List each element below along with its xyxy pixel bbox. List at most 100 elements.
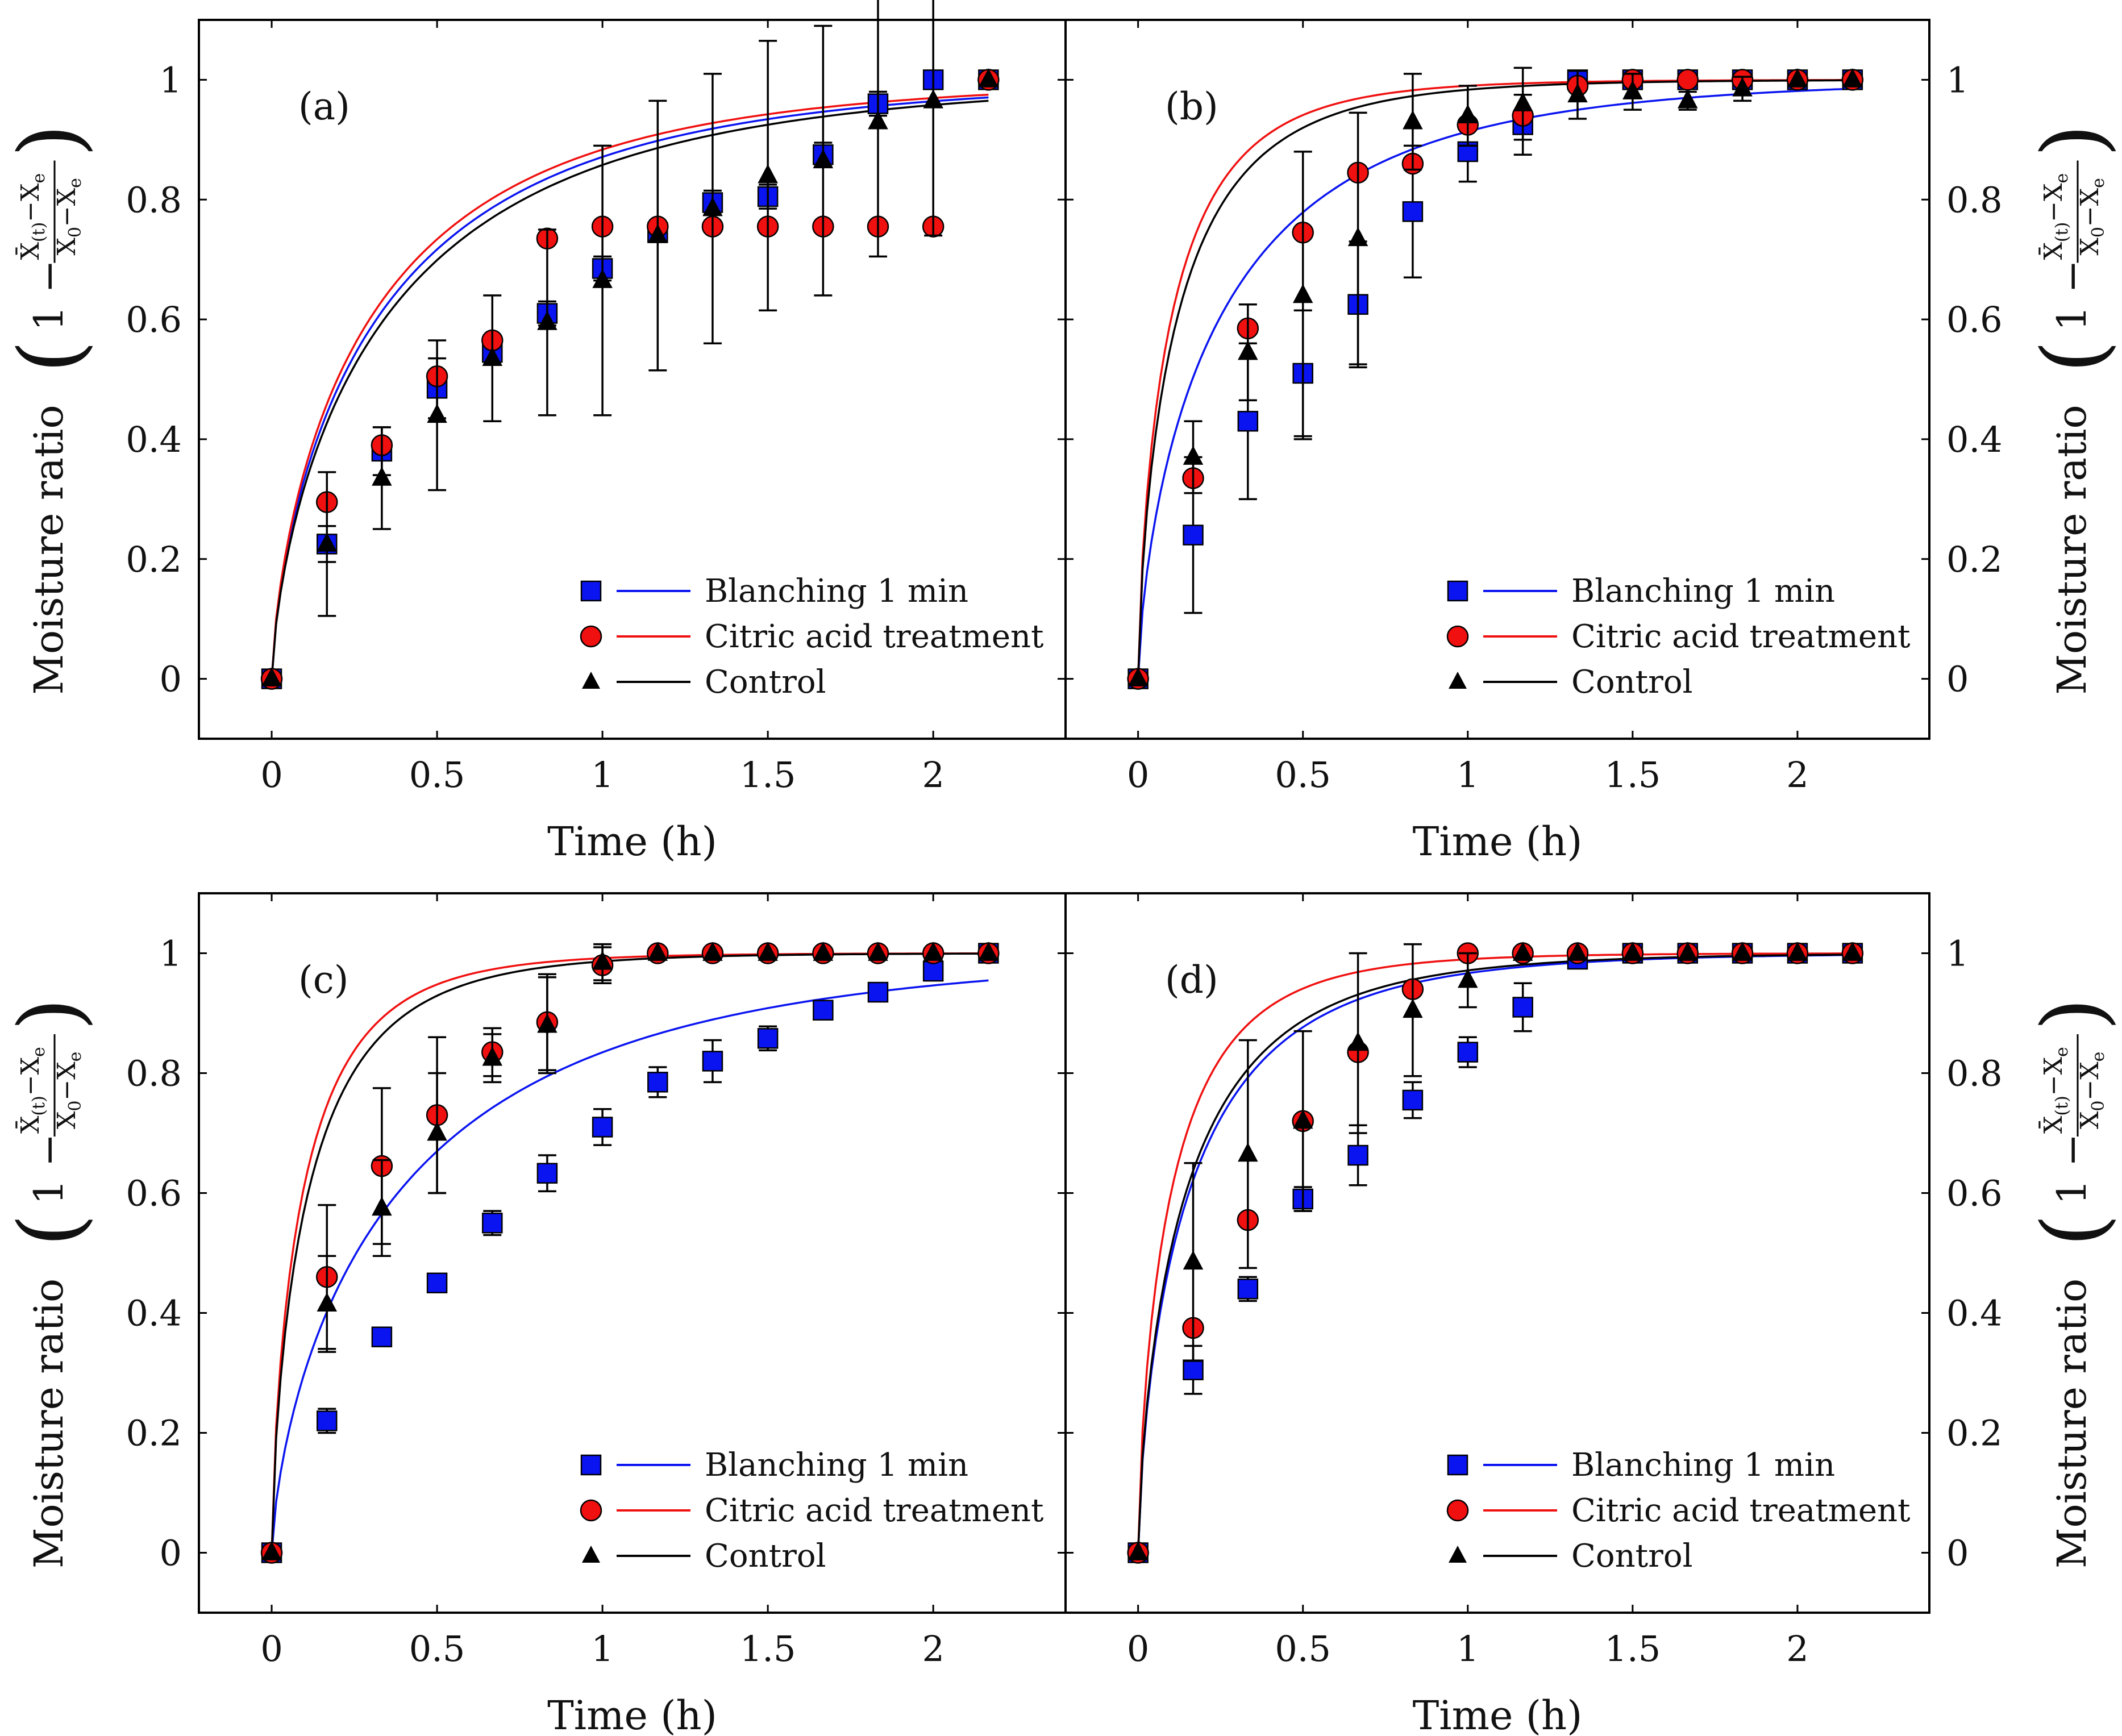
legend-marker-circle [1446, 625, 1469, 648]
y-tick-label: 0.8 [126, 179, 182, 220]
x-tick-label: 0 [1127, 1628, 1149, 1670]
data-point-square [1347, 1144, 1368, 1166]
formula-denominator-part: −X [52, 188, 81, 227]
y-tick-label: 0.6 [126, 1173, 182, 1214]
formula-numerator-part: X̄ [2038, 1115, 2068, 1134]
legend-label: Citric acid treatment [1571, 618, 1911, 655]
formula-numerator-part: −X [16, 1056, 45, 1096]
data-point-square [1512, 997, 1533, 1018]
y-tick-label: 0.4 [126, 1293, 182, 1334]
y-tick-label: 0.4 [1946, 419, 2003, 460]
data-point-triangle [1183, 1250, 1204, 1270]
formula-denominator-part: X [2075, 238, 2104, 256]
x-tick-label: 1.5 [1605, 1628, 1661, 1670]
y-tick-label: 0 [160, 1533, 182, 1574]
data-point-square [317, 1410, 338, 1431]
legend-marker-circle [580, 625, 602, 648]
formula-numerator-part: e [2052, 1047, 2072, 1057]
formula-numerator-part: e [2052, 173, 2072, 184]
data-point-triangle [1787, 942, 1808, 961]
data-point-triangle [1567, 83, 1588, 103]
legend-label: Control [705, 664, 826, 701]
y-tick-label: 0.2 [1946, 1413, 2003, 1454]
formula-numerator-part: e [29, 1047, 49, 1057]
formula-paren-left: ( [2024, 1214, 2122, 1247]
x-tick-label: 1 [591, 1628, 613, 1670]
formula-denominator-part: −X [2075, 1061, 2104, 1101]
chart-panel-4: 0 0.5 1 1.5 2 0 0.2 0.4 0.6 0.8 1 Time (h) Moisture … [1064, 892, 2122, 1736]
x-tick-label: 1 [1457, 1628, 1479, 1670]
data-point-triangle [758, 942, 778, 961]
formula-denominator-part: 0 [2088, 227, 2108, 238]
x-tick-label: 1 [591, 754, 613, 796]
data-point-triangle [1347, 227, 1368, 247]
y-tick-label: 0 [160, 659, 182, 700]
x-axis-title: Time (h) [1413, 818, 1583, 865]
formula-paren-left: ( [1, 340, 100, 373]
y-tick-label: 1 [1946, 59, 1969, 101]
legend-label: Citric acid treatment [705, 618, 1044, 655]
legend-marker-square [580, 1454, 602, 1476]
data-point-triangle [317, 532, 338, 552]
x-tick-label: 0.5 [1275, 1628, 1331, 1670]
x-tick-label: 0.5 [409, 754, 465, 796]
data-point-triangle [537, 311, 557, 330]
data-point-triangle [1292, 1109, 1313, 1129]
y-tick-label: 0.6 [1946, 1173, 2003, 1214]
data-point-triangle [1512, 942, 1533, 961]
formula-denominator: X0−Xe [2075, 1052, 2108, 1129]
formula-one-minus: 1 − [26, 1134, 72, 1205]
data-point-square [592, 1117, 613, 1138]
formula-paren-right: ) [1, 124, 100, 157]
panel-label: (a) [298, 85, 350, 128]
data-point-triangle [592, 269, 613, 288]
formula-denominator-part: e [2088, 1052, 2108, 1062]
data-point-triangle [868, 942, 888, 961]
y-tick-label: 0 [1946, 1533, 1969, 1574]
data-point-triangle [1458, 104, 1478, 124]
data-point-triangle [1842, 942, 1863, 961]
formula-numerator-part: −X [16, 183, 45, 222]
plot-frame [1064, 892, 1930, 1614]
data-point-triangle [923, 942, 943, 961]
formula-paren-left: ( [1, 1214, 100, 1247]
data-point-square [757, 1028, 779, 1049]
x-axis-title: Time (h) [1413, 1692, 1583, 1736]
panel-label: (c) [298, 958, 348, 1002]
x-tick-label: 0 [260, 1628, 282, 1670]
x-tick-label: 2 [1786, 1628, 1808, 1670]
formula-denominator: X0−Xe [52, 1052, 85, 1129]
y-tick-label: 0.4 [1946, 1293, 2003, 1334]
legend-label: Control [1571, 1538, 1693, 1575]
panel-label: (b) [1165, 85, 1218, 128]
y-tick-label: 0.8 [126, 1053, 182, 1094]
x-tick-label: 0 [260, 754, 282, 796]
data-point-square [813, 1000, 834, 1021]
data-point-triangle [1127, 667, 1149, 686]
x-tick-label: 1.5 [740, 1628, 796, 1670]
legend-label: Blanching 1 min [705, 1447, 968, 1484]
data-point-square [371, 1326, 393, 1347]
x-tick-label: 1.5 [740, 754, 796, 796]
x-tick-label: 1.5 [1605, 754, 1661, 796]
legend-marker-triangle [1449, 1546, 1467, 1563]
formula-paren-left: ( [2024, 340, 2122, 373]
data-point-triangle [1512, 92, 1533, 111]
formula-numerator-part: e [29, 173, 49, 184]
legend-label: Blanching 1 min [1571, 573, 1835, 610]
y-axis-title: Moisture ratio [26, 405, 72, 694]
data-point-triangle [1732, 942, 1753, 961]
x-tick-label: 2 [922, 1628, 944, 1670]
legend-marker-circle [1446, 1499, 1469, 1522]
y-tick-label: 0.6 [126, 299, 182, 340]
formula-denominator-part: e [65, 1052, 85, 1062]
data-point-triangle [1183, 446, 1204, 465]
data-point-square [1183, 1359, 1204, 1380]
data-point-triangle [427, 1121, 447, 1141]
chart-panel-2: 0 0.5 1 1.5 2 0 0.2 0.4 0.6 0.8 1 Time (h) Moisture … [1064, 19, 2122, 865]
data-point-square [1402, 201, 1424, 222]
y-tick-label: 0.8 [1946, 179, 2003, 220]
